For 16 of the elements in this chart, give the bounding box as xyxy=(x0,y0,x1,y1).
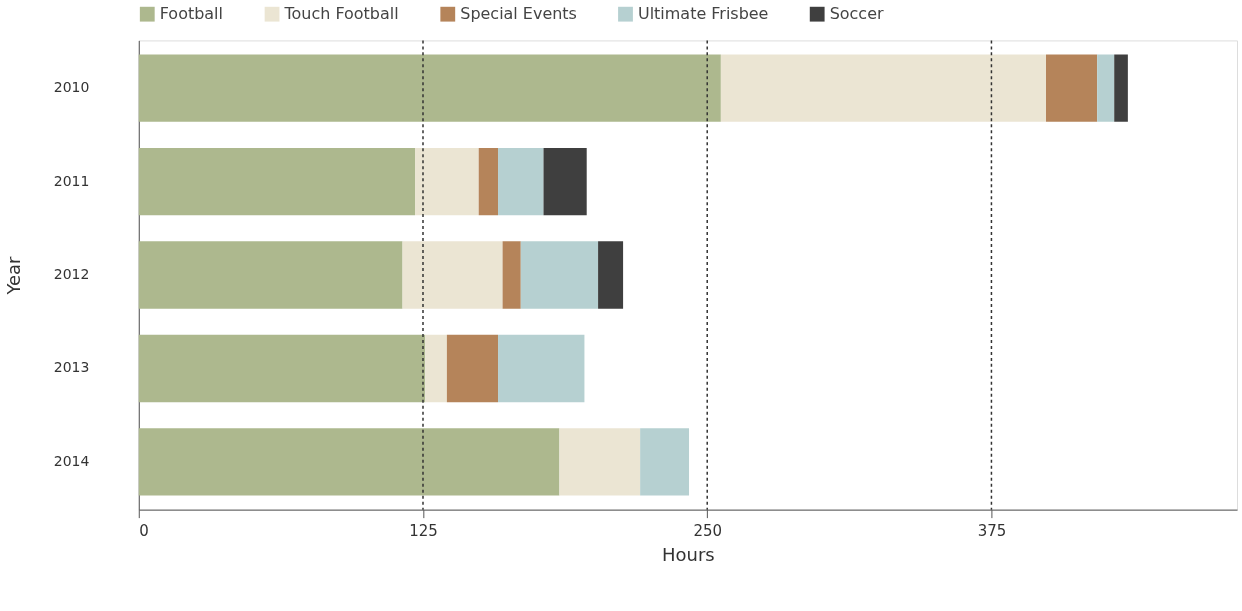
legend-label: Soccer xyxy=(829,4,884,24)
legend-label: Touch Football xyxy=(283,4,399,24)
y-axis-title: Year xyxy=(2,255,24,296)
legend-label: Football xyxy=(159,4,223,24)
y-tick-label: 2012 xyxy=(53,266,90,283)
x-tick-label: 0 xyxy=(139,522,149,541)
legend-label: Ultimate Frisbee xyxy=(637,4,769,24)
x-tick-label: 375 xyxy=(977,522,1007,541)
y-tick-label: 2010 xyxy=(53,79,90,96)
x-tick-label: 250 xyxy=(693,522,723,541)
x-axis-title: Hours xyxy=(662,544,715,566)
y-tick-label: 2013 xyxy=(53,359,90,376)
x-tick-label: 125 xyxy=(409,522,438,541)
y-tick-label: 2011 xyxy=(53,172,90,189)
legend-label: Special Events xyxy=(460,4,577,24)
y-tick-label: 2014 xyxy=(53,452,90,469)
